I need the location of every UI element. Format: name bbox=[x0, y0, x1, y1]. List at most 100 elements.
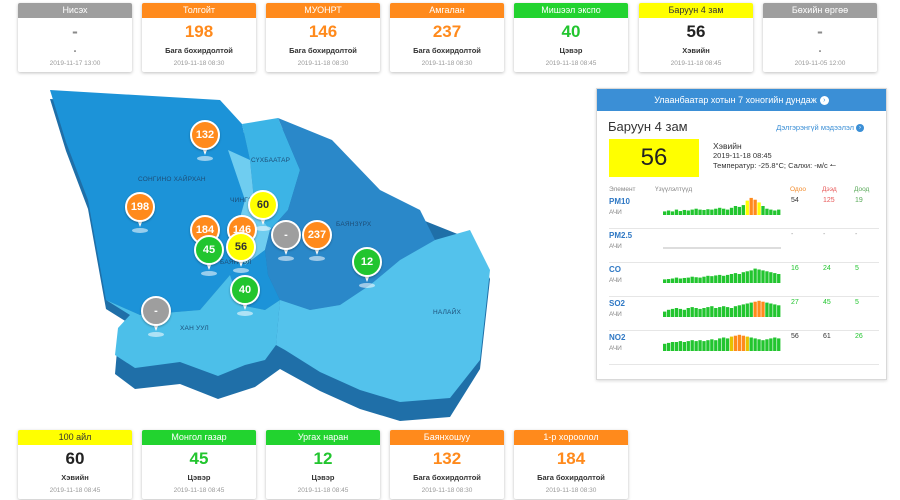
station-card[interactable]: 100 айл 60 Хэвийн 2019-11-18 08:45 bbox=[18, 430, 132, 499]
sparkbar bbox=[682, 209, 686, 215]
station-level: Хэвийн bbox=[682, 46, 710, 55]
pollutant-max: 45 bbox=[823, 299, 831, 306]
col-indicator: Үзүүлэлтүүд bbox=[655, 186, 693, 193]
map-marker[interactable]: - bbox=[141, 296, 171, 338]
sparkbar bbox=[710, 306, 714, 317]
station-aqi: 45 bbox=[189, 449, 209, 468]
map-marker[interactable]: 56 bbox=[226, 232, 256, 274]
marker-value: 12 bbox=[352, 247, 382, 277]
sparkbar bbox=[670, 342, 675, 351]
pollutant-sparkbars bbox=[663, 247, 781, 249]
station-level: Бага бохирдолтой bbox=[165, 46, 233, 55]
sparkbar bbox=[729, 336, 734, 351]
sparkbar bbox=[666, 279, 671, 283]
sparkbar bbox=[761, 206, 765, 215]
pollutant-code: CO bbox=[609, 265, 621, 274]
station-card[interactable]: 1-р хороолол 184 Бага бохирдолтой 2019-1… bbox=[514, 430, 628, 499]
station-card[interactable]: Мишээл экспо 40 Цэвэр 2019-11-18 08:45 bbox=[514, 3, 628, 72]
sparkbar bbox=[682, 342, 686, 351]
sparkbar bbox=[725, 338, 730, 351]
pollutant-row[interactable]: CO АЧИ 16 24 5 bbox=[609, 263, 879, 297]
marker-tip bbox=[259, 215, 267, 225]
sparkbar bbox=[702, 341, 706, 351]
station-level: Цэвэр bbox=[187, 473, 211, 482]
sparkbar bbox=[761, 270, 765, 283]
sparkbar bbox=[745, 336, 749, 351]
pollutant-now: 56 bbox=[791, 333, 799, 340]
map-marker[interactable]: - bbox=[271, 220, 301, 262]
pollutant-row[interactable]: NO2 АЧИ 56 61 26 bbox=[609, 331, 879, 365]
details-link[interactable]: Дэлгэрэнгүй мэдээлэл › bbox=[776, 123, 864, 133]
station-time: 2019-11-18 08:45 bbox=[297, 487, 349, 494]
station-name: Монгол газар bbox=[142, 430, 256, 445]
station-card[interactable]: Баруун 4 зам 56 Хэвийн 2019-11-18 08:45 bbox=[639, 3, 753, 72]
map-marker[interactable]: 40 bbox=[230, 275, 260, 317]
station-card[interactable]: Баянхошуу 132 Бага бохирдолтой 2019-11-1… bbox=[390, 430, 504, 499]
station-card[interactable]: Толгойт 198 Бага бохирдолтой 2019-11-18 … bbox=[142, 3, 256, 72]
sparkbar bbox=[765, 271, 769, 283]
district-map[interactable]: СОНГИНО ХАЙРХАН СҮХБААТАР ЧИНГЭЛТЭЙ БАЯН… bbox=[40, 60, 560, 440]
sparkbar bbox=[729, 207, 734, 215]
col-min: Доод bbox=[854, 186, 870, 193]
col-element: Элемент bbox=[609, 186, 636, 193]
aqi-value-box: 56 bbox=[609, 139, 699, 177]
weather-info: Температур: -25.8°C; Салхи: -м/с ↼ bbox=[713, 161, 836, 171]
sparkbar bbox=[706, 209, 710, 215]
pollutant-min: 19 bbox=[855, 197, 863, 204]
pollutant-unit: АЧИ bbox=[609, 243, 622, 250]
sparkbar bbox=[710, 339, 714, 351]
marker-tip bbox=[282, 245, 290, 255]
station-card[interactable]: Монгол газар 45 Цэвэр 2019-11-18 08:45 bbox=[142, 430, 256, 499]
station-time: 2019-11-17 13:00 bbox=[49, 60, 101, 67]
station-time: 2019-11-18 08:45 bbox=[670, 60, 722, 67]
marker-value: 60 bbox=[248, 190, 278, 220]
sparkbar bbox=[698, 308, 702, 317]
sparkbar bbox=[690, 340, 694, 351]
sparkbar bbox=[757, 269, 761, 283]
sparkbar bbox=[765, 208, 769, 215]
panel-header[interactable]: Улаанбаатар хотын 7 хоногийн дундаж › bbox=[597, 89, 886, 111]
station-card[interactable]: МУОНРТ 146 Бага бохирдолтой 2019-11-18 0… bbox=[266, 3, 380, 72]
sparkbar bbox=[674, 342, 679, 351]
marker-value: - bbox=[271, 220, 301, 250]
pollutant-code: PM2.5 bbox=[609, 231, 633, 240]
station-level: Бага бохирдолтой bbox=[537, 473, 605, 482]
sparkbar bbox=[773, 337, 777, 351]
station-card[interactable]: Нисэх - - 2019-11-17 13:00 bbox=[18, 3, 132, 72]
district-label: БАЯНЗҮРХ bbox=[336, 221, 372, 228]
station-card[interactable]: Амгалан 237 Бага бохирдолтой 2019-11-18 … bbox=[390, 3, 504, 72]
marker-value: 45 bbox=[194, 235, 224, 265]
station-card[interactable]: Бөхийн өргөө - - 2019-11-05 12:00 bbox=[763, 3, 877, 72]
sparkbar bbox=[694, 208, 698, 215]
map-marker[interactable]: 12 bbox=[352, 247, 382, 289]
marker-value: 40 bbox=[230, 275, 260, 305]
chevron-right-icon[interactable]: › bbox=[819, 96, 829, 106]
map-marker[interactable]: 237 bbox=[302, 220, 332, 262]
sparkbar bbox=[702, 308, 706, 317]
map-marker[interactable]: 45 bbox=[194, 235, 224, 277]
pollutant-unit: АЧИ bbox=[609, 345, 622, 352]
marker-tip bbox=[205, 260, 213, 270]
panel-title: Улаанбаатар хотын 7 хоногийн дундаж bbox=[654, 95, 817, 105]
sparkbar bbox=[678, 341, 683, 351]
station-time: 2019-11-18 08:45 bbox=[173, 487, 225, 494]
sparkbar bbox=[702, 209, 706, 215]
map-marker[interactable]: 198 bbox=[125, 192, 155, 234]
map-marker[interactable]: 60 bbox=[248, 190, 278, 232]
sparkbar bbox=[666, 210, 671, 215]
pollutant-row[interactable]: PM10 АЧИ 54 125 19 bbox=[609, 195, 879, 229]
station-card[interactable]: Ургах наран 12 Цэвэр 2019-11-18 08:45 bbox=[266, 430, 380, 499]
aqi-time: 2019-11-18 08:45 bbox=[713, 151, 772, 160]
sparkbar bbox=[741, 304, 745, 317]
marker-value: 237 bbox=[302, 220, 332, 250]
marker-value: 56 bbox=[226, 232, 256, 262]
station-level: Бага бохирдолтой bbox=[413, 46, 481, 55]
marker-tip bbox=[136, 217, 144, 227]
pollutant-row[interactable]: PM2.5 АЧИ - - - bbox=[609, 229, 879, 263]
pollutant-unit: АЧИ bbox=[609, 311, 622, 318]
pollutant-row[interactable]: SO2 АЧИ 27 45 5 bbox=[609, 297, 879, 331]
sparkbar bbox=[757, 202, 761, 215]
sparkbar bbox=[733, 306, 738, 317]
sparkbar bbox=[749, 302, 753, 317]
map-marker[interactable]: 132 bbox=[190, 120, 220, 162]
